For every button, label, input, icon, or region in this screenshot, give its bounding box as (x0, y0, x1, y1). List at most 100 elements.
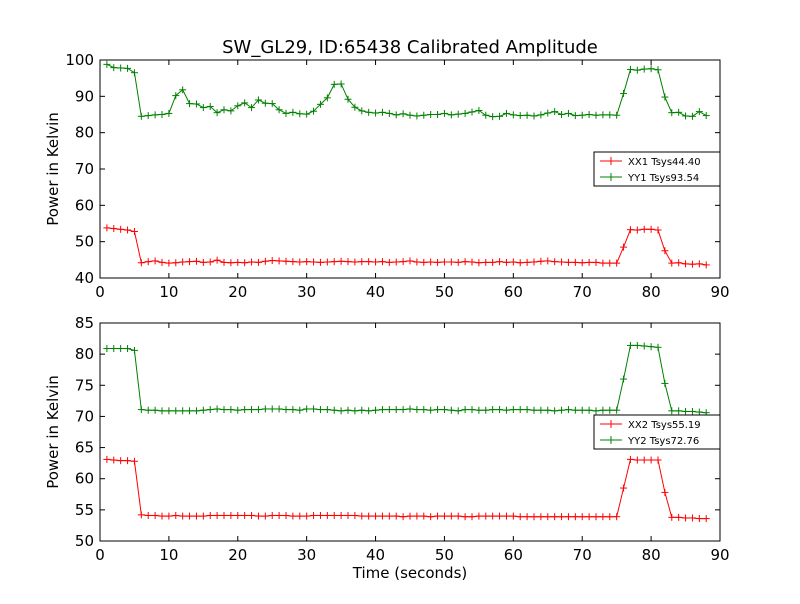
data-point-marker (544, 513, 552, 521)
data-point-marker (351, 103, 359, 111)
data-point-marker (192, 257, 200, 265)
y-tick-label: 70 (75, 407, 94, 425)
data-point-marker (289, 258, 297, 266)
data-point-marker (502, 258, 510, 266)
data-point-marker (261, 99, 269, 107)
data-point-marker (248, 258, 256, 266)
data-point-marker (695, 260, 703, 268)
data-point-marker (509, 111, 517, 119)
data-point-marker (268, 511, 276, 519)
data-point-marker (702, 515, 710, 523)
data-point-marker (654, 456, 662, 464)
data-point-marker (682, 407, 690, 415)
data-point-marker (509, 258, 517, 266)
data-point-marker (558, 513, 566, 521)
data-point-marker (137, 259, 145, 267)
data-point-marker (330, 80, 338, 88)
data-point-marker (564, 406, 572, 414)
data-point-marker (599, 513, 607, 521)
series-2 (103, 341, 710, 417)
x-tick-label: 10 (159, 283, 178, 301)
data-point-marker (537, 406, 545, 414)
data-point-marker (124, 226, 132, 234)
data-point-marker (110, 225, 118, 233)
data-point-marker (165, 259, 173, 267)
data-point-marker (337, 407, 345, 415)
data-point-marker (420, 258, 428, 266)
data-point-marker (241, 259, 249, 267)
data-point-marker (599, 406, 607, 414)
data-point-marker (489, 258, 497, 266)
legend-label: XX2 Tsys55.19 (628, 420, 701, 431)
data-point-marker (323, 511, 331, 519)
data-point-marker (427, 111, 435, 118)
data-point-marker (461, 406, 469, 414)
data-point-marker (144, 511, 152, 519)
data-point-marker (186, 258, 194, 266)
data-point-marker (275, 106, 283, 114)
data-point-marker (186, 407, 194, 415)
data-point-marker (199, 104, 207, 112)
data-point-marker (420, 111, 428, 119)
data-point-marker (117, 225, 125, 233)
data-point-marker (447, 111, 455, 119)
y-tick-label: 70 (75, 160, 94, 178)
data-point-marker (633, 456, 641, 464)
data-point-marker (158, 258, 166, 266)
data-point-marker (413, 512, 421, 520)
data-point-marker (454, 512, 462, 520)
data-point-marker (124, 457, 132, 465)
data-point-marker (144, 112, 152, 120)
data-point-marker (564, 109, 572, 117)
data-point-marker (482, 111, 490, 119)
data-point-marker (110, 345, 118, 353)
data-point-marker (613, 406, 621, 414)
y-tick-label: 65 (75, 439, 94, 457)
data-point-marker (447, 512, 455, 520)
data-point-marker (378, 512, 386, 520)
legend: XX1 Tsys44.40 YY1 Tsys93.54 (593, 151, 721, 187)
data-point-marker (516, 406, 524, 414)
data-point-marker (344, 258, 352, 266)
data-point-marker (248, 406, 256, 414)
data-point-marker (413, 258, 421, 266)
data-point-marker (234, 406, 242, 414)
data-point-marker (399, 110, 407, 118)
data-point-marker (530, 406, 538, 414)
data-point-marker (172, 407, 180, 415)
data-point-marker (227, 511, 235, 519)
chart-title: SW_GL29, ID:65438 Calibrated Amplitude (222, 37, 598, 58)
data-point-marker (151, 511, 159, 519)
data-point-marker (675, 259, 683, 267)
data-point-marker (261, 512, 269, 520)
data-point-marker (475, 259, 483, 267)
data-point-marker (137, 112, 145, 120)
data-point-marker (179, 86, 187, 94)
data-point-marker (310, 107, 318, 115)
data-point-marker (523, 406, 531, 414)
data-point-marker (654, 343, 662, 351)
data-point-marker (378, 406, 386, 414)
data-point-marker (620, 484, 628, 492)
data-point-marker (378, 258, 386, 266)
data-point-marker (268, 405, 276, 413)
data-point-marker (661, 93, 669, 101)
data-point-marker (640, 65, 648, 73)
data-point-marker (392, 512, 400, 520)
y-tick-label: 50 (75, 233, 94, 251)
x-tick-label: 10 (159, 546, 178, 564)
data-point-marker (289, 406, 297, 414)
data-point-marker (199, 258, 207, 266)
data-point-marker (268, 257, 276, 265)
data-point-marker (254, 406, 262, 414)
data-point-marker (454, 110, 462, 118)
data-point-marker (482, 258, 490, 266)
data-point-marker (640, 456, 648, 464)
data-point-marker (468, 513, 476, 521)
x-tick-label: 0 (95, 283, 105, 301)
data-point-marker (248, 104, 256, 112)
y-axis-label: Power in Kelvin (44, 112, 62, 226)
data-point-marker (406, 512, 414, 520)
data-point-marker (282, 257, 290, 265)
data-point-marker (661, 488, 669, 496)
